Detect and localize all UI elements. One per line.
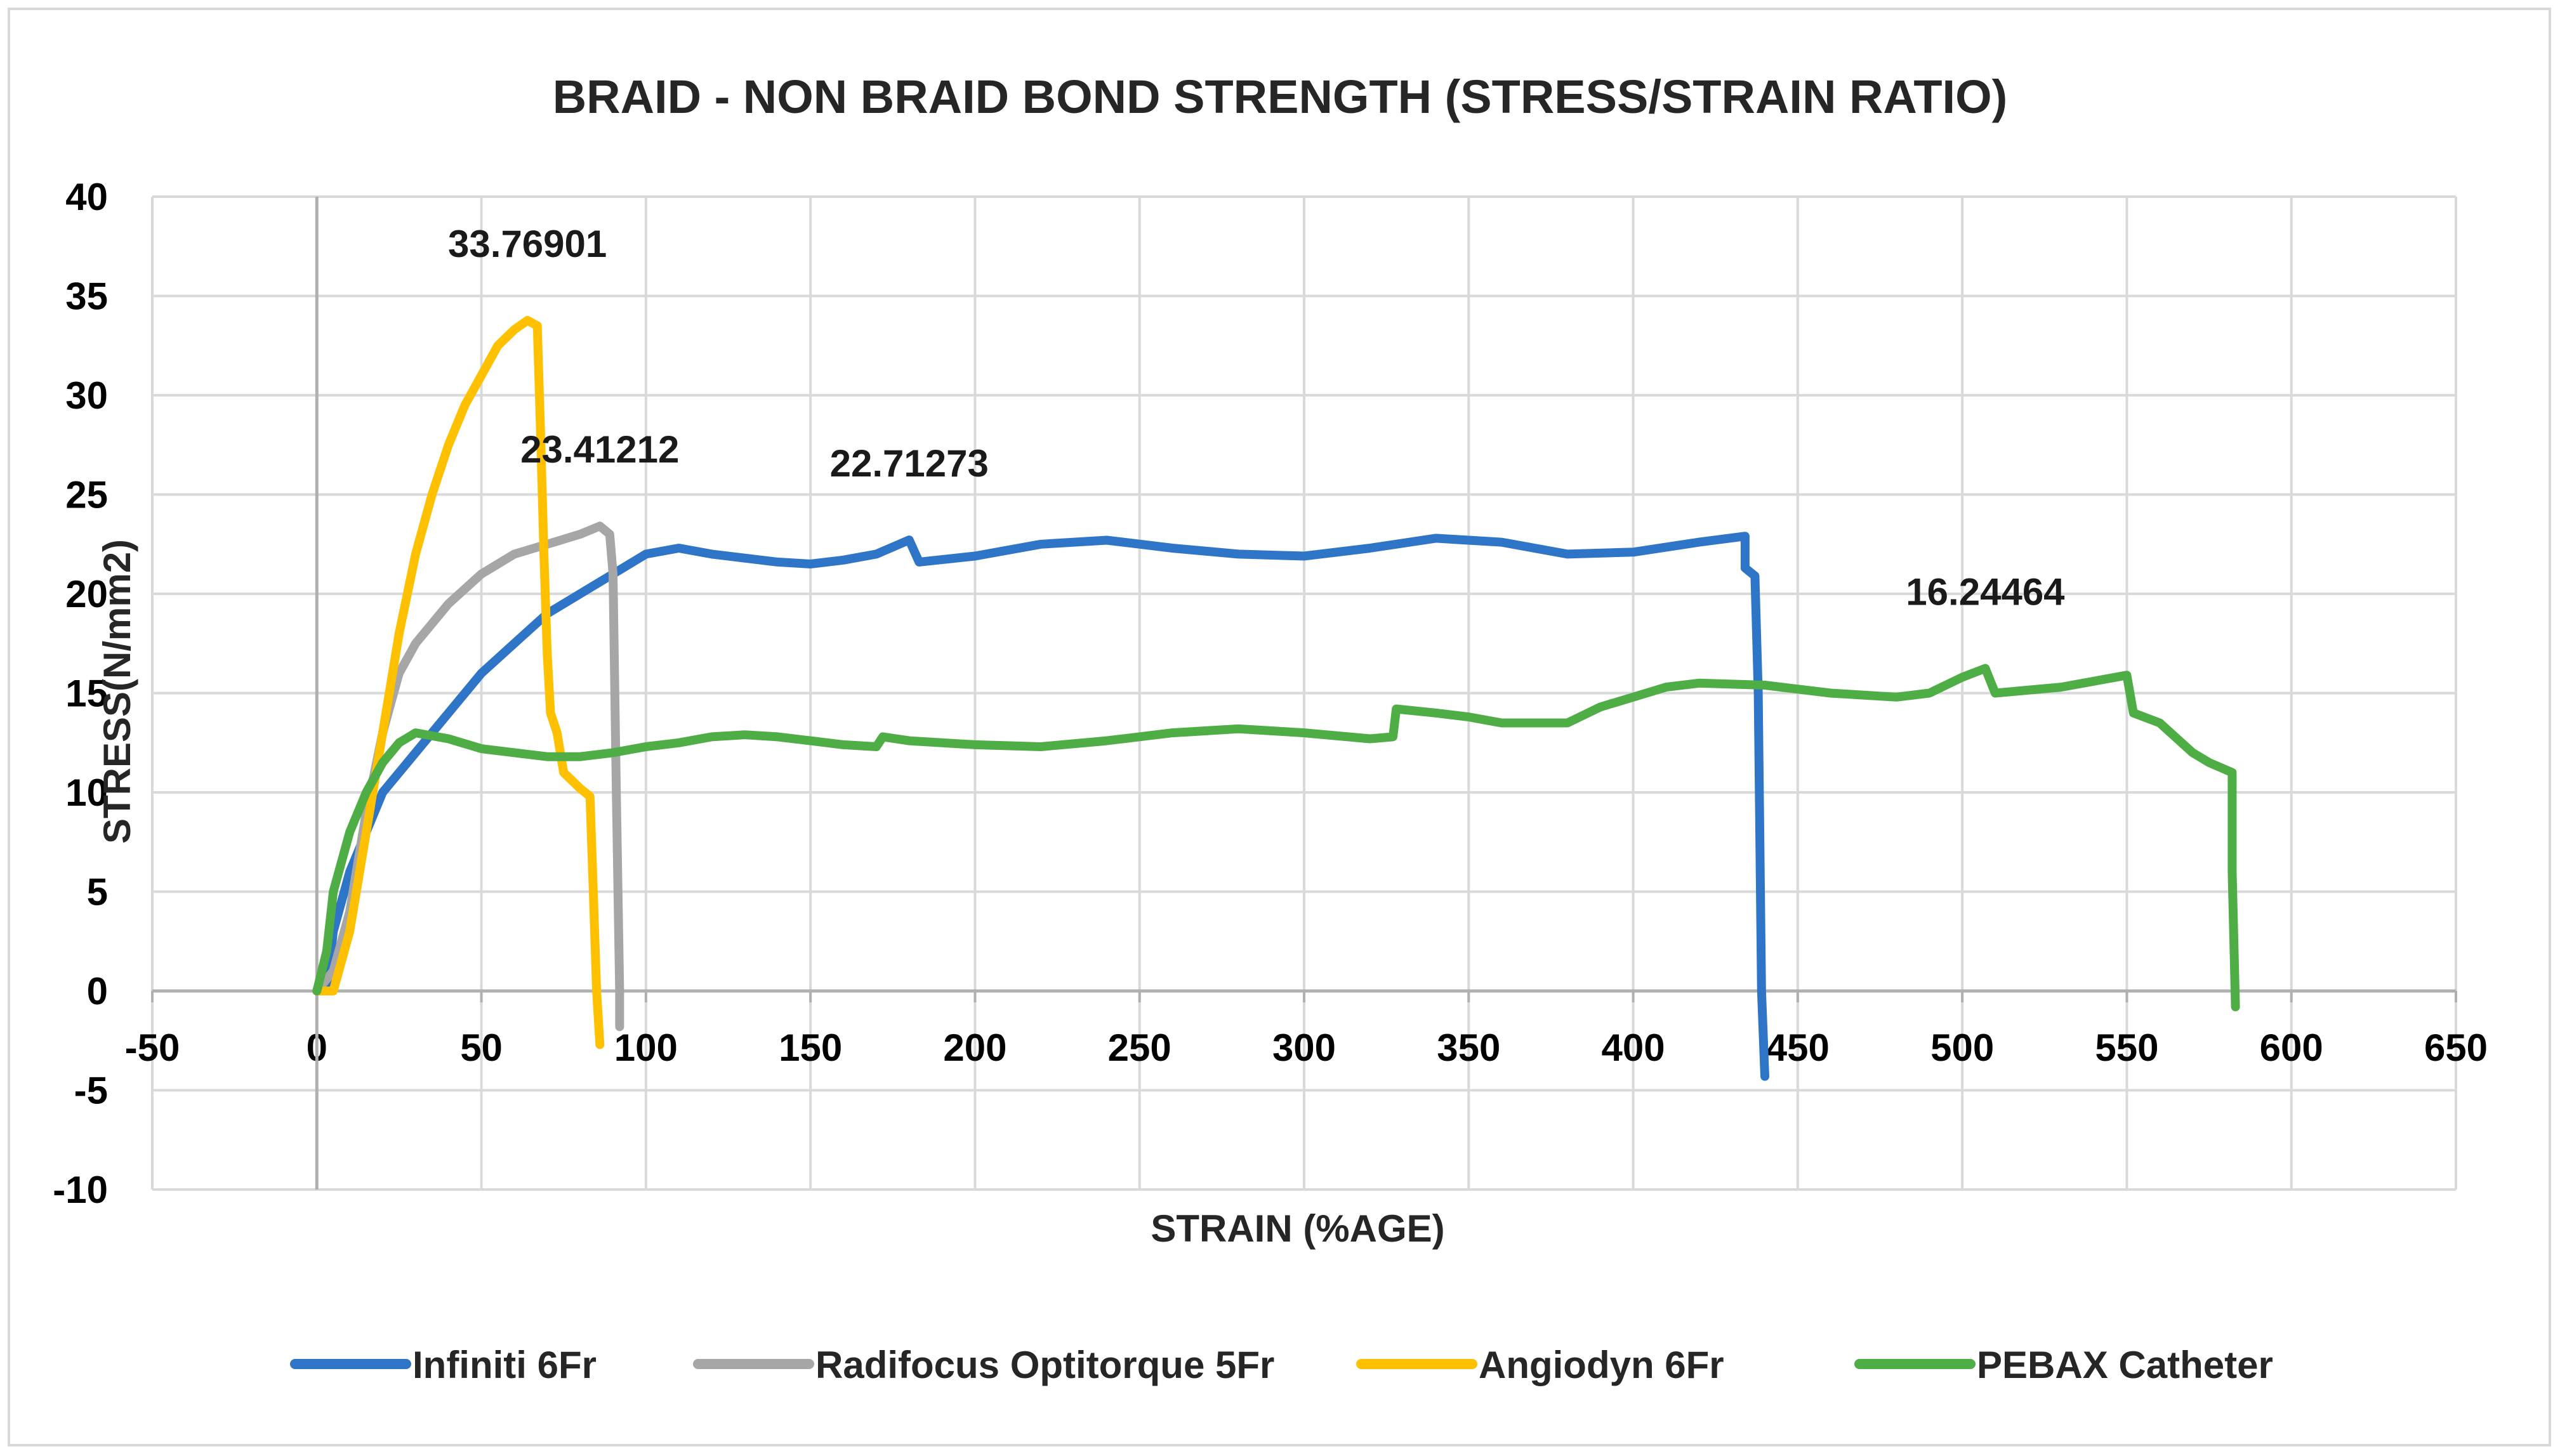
x-tick-label: 600 [2260,1026,2323,1069]
legend-label-3: PEBAX Catheter [1977,1344,2273,1386]
data-label-2: 33.76901 [448,223,607,265]
x-tick-label: 100 [614,1026,678,1069]
y-tick-label: 20 [65,573,108,615]
y-tick-label: 15 [65,672,108,715]
series-line-3 [312,664,2240,1011]
x-axis-title: STRAIN (%AGE) [1151,1207,1444,1250]
y-tick-label: 30 [65,374,108,417]
y-tick-label: 40 [65,176,108,218]
y-tick-label: 5 [87,871,108,914]
data-label-0: 22.71273 [830,442,989,485]
series-line-2 [312,316,605,1049]
x-tick-label: 450 [1766,1026,1830,1069]
y-tick-label: 0 [87,970,108,1013]
data-label-3: 16.24464 [1906,571,2065,613]
legend-label-1: Radifocus Optitorque 5Fr [815,1344,1274,1386]
y-tick-label: -10 [53,1169,108,1211]
data-labels: 22.71273 23.41212 33.76901 16.24464 [448,223,2065,613]
x-tick-label: 200 [943,1026,1006,1069]
y-tick-label: -5 [74,1070,108,1112]
chart-title: BRAID - NON BRAID BOND STRENGTH (STRESS/… [553,70,2008,123]
y-tick-label: 35 [65,275,108,318]
y-tick-label: 10 [65,771,108,814]
series-line-0 [312,532,1769,1081]
x-tick-label: 500 [1930,1026,1994,1069]
x-tick-label: 300 [1272,1026,1336,1069]
x-tick-label: -50 [125,1026,180,1069]
legend: Infiniti 6Fr Radifocus Optitorque 5Fr Angi… [290,1344,2273,1386]
legend-label-2: Angiodyn 6Fr [1479,1344,1724,1386]
x-tick-label: 250 [1108,1026,1171,1069]
y-axis-title: STRESS(N/mm2) [96,539,138,844]
x-tick-label: 150 [779,1026,842,1069]
y-tick-label: 25 [65,474,108,516]
legend-label-0: Infiniti 6Fr [412,1344,597,1386]
series-lines [312,316,2240,1081]
x-tick-label: 550 [2095,1026,2158,1069]
x-tick-label: 50 [460,1026,503,1069]
axes: -50 0 50 100 150 200 250 300 350 400 450 500 550 600 6… [53,176,2488,1211]
x-tick-label: 400 [1602,1026,1665,1069]
x-tick-label: 650 [2424,1026,2488,1069]
x-tick-label: 350 [1437,1026,1500,1069]
data-label-1: 23.41212 [520,428,679,471]
